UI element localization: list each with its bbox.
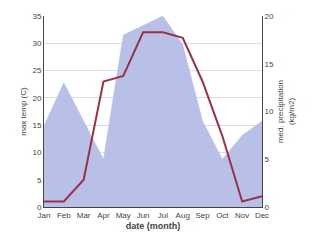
svg-text:5: 5: [37, 176, 42, 185]
svg-text:Apr: Apr: [97, 211, 110, 220]
svg-text:25: 25: [32, 66, 41, 75]
svg-text:15: 15: [265, 60, 274, 69]
svg-text:date (month): date (month): [126, 221, 181, 231]
svg-text:10: 10: [265, 107, 274, 116]
svg-text:Mar: Mar: [77, 211, 91, 220]
svg-text:20: 20: [265, 12, 274, 21]
svg-text:Oct: Oct: [216, 211, 229, 220]
svg-text:15: 15: [32, 121, 41, 130]
svg-text:med. precipitation(kg/m2): med. precipitation(kg/m2): [276, 80, 295, 143]
svg-text:Aug: Aug: [176, 211, 190, 220]
svg-text:0: 0: [265, 203, 270, 212]
svg-text:May: May: [116, 211, 131, 220]
svg-text:Dec: Dec: [255, 211, 269, 220]
svg-text:Jun: Jun: [137, 211, 150, 220]
svg-text:Jul: Jul: [158, 211, 168, 220]
svg-text:35: 35: [32, 12, 41, 21]
svg-text:30: 30: [32, 39, 41, 48]
svg-text:20: 20: [32, 94, 41, 103]
svg-text:0: 0: [37, 203, 42, 212]
svg-text:max temp (C): max temp (C): [19, 87, 28, 136]
svg-text:10: 10: [32, 148, 41, 157]
svg-text:Jan: Jan: [38, 211, 51, 220]
svg-text:Sep: Sep: [195, 211, 210, 220]
svg-text:Feb: Feb: [57, 211, 71, 220]
svg-text:Nov: Nov: [235, 211, 249, 220]
svg-text:5: 5: [265, 155, 270, 164]
